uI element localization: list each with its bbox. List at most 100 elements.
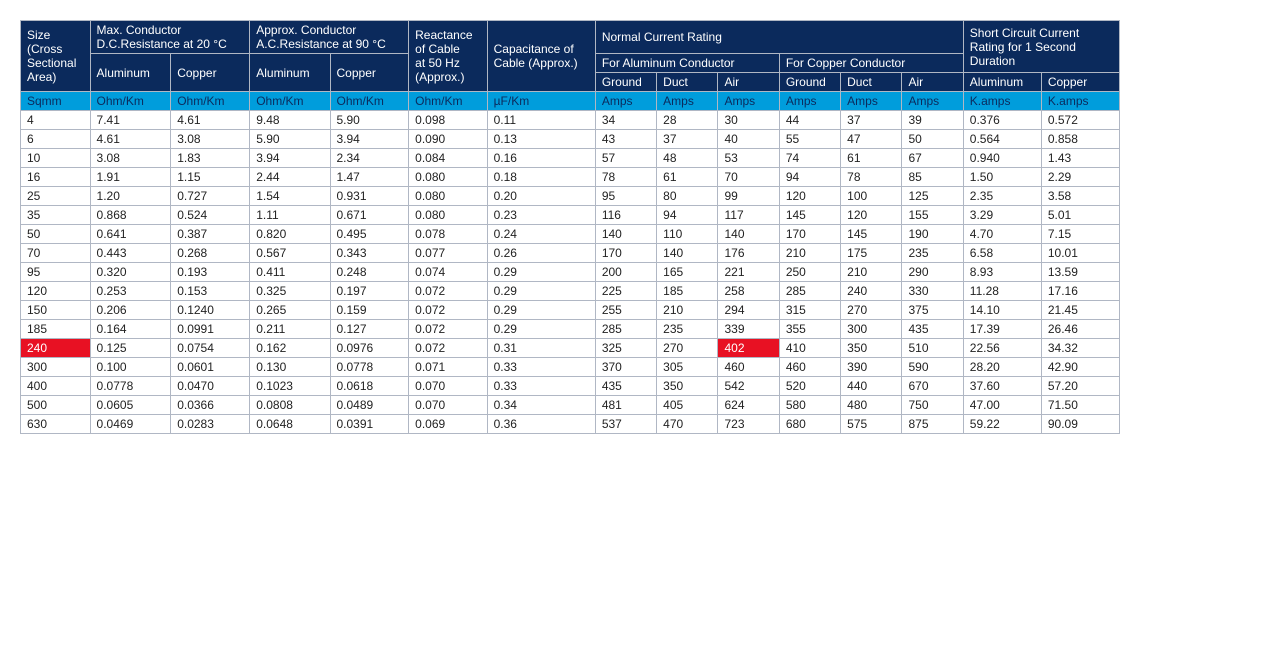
data-cell: 0.206 — [90, 301, 171, 320]
data-cell: 47 — [841, 130, 902, 149]
data-cell: 255 — [595, 301, 656, 320]
unit-cell: Amps — [657, 92, 718, 111]
data-cell: 5.01 — [1041, 206, 1119, 225]
data-cell: 0.24 — [487, 225, 595, 244]
data-cell: 0.159 — [330, 301, 409, 320]
data-cell: 0.125 — [90, 339, 171, 358]
data-cell: 0.858 — [1041, 130, 1119, 149]
data-cell: 37 — [841, 111, 902, 130]
table-row: 47.414.619.485.900.0980.113428304437390.… — [21, 111, 1120, 130]
data-cell: 190 — [902, 225, 963, 244]
data-cell: 0.0469 — [90, 415, 171, 434]
data-cell: 61 — [841, 149, 902, 168]
data-cell: 510 — [902, 339, 963, 358]
data-cell: 750 — [902, 396, 963, 415]
data-cell: 285 — [779, 282, 840, 301]
data-cell: 250 — [779, 263, 840, 282]
data-cell: 28 — [657, 111, 718, 130]
data-cell: 0.343 — [330, 244, 409, 263]
data-cell: 3.29 — [963, 206, 1041, 225]
data-cell: 0.070 — [409, 396, 487, 415]
hdr-dc-cu: Copper — [171, 54, 250, 92]
data-cell: 50 — [902, 130, 963, 149]
data-cell: 0.325 — [250, 282, 330, 301]
data-cell: 0.33 — [487, 377, 595, 396]
data-cell: 4.70 — [963, 225, 1041, 244]
data-cell: 0.18 — [487, 168, 595, 187]
data-cell: 22.56 — [963, 339, 1041, 358]
data-cell: 0.320 — [90, 263, 171, 282]
hdr-al-ground: Ground — [595, 73, 656, 92]
data-cell: 0.387 — [171, 225, 250, 244]
data-cell: 0.077 — [409, 244, 487, 263]
data-cell: 70 — [718, 168, 779, 187]
table-header: Size(CrossSectionalArea) Max. ConductorD… — [21, 21, 1120, 92]
data-cell: 0.084 — [409, 149, 487, 168]
data-cell: 305 — [657, 358, 718, 377]
data-cell: 6.58 — [963, 244, 1041, 263]
data-cell: 0.1240 — [171, 301, 250, 320]
data-cell: 170 — [595, 244, 656, 263]
data-cell: 0.16 — [487, 149, 595, 168]
table-body: SqmmOhm/KmOhm/KmOhm/KmOhm/KmOhm/KmµF/KmA… — [21, 92, 1120, 434]
table-row: 950.3200.1930.4110.2480.0740.29200165221… — [21, 263, 1120, 282]
data-cell: 481 — [595, 396, 656, 415]
data-cell: 5.90 — [330, 111, 409, 130]
data-cell: 0.868 — [90, 206, 171, 225]
hdr-ac-cu: Copper — [330, 54, 409, 92]
table-row: 350.8680.5241.110.6710.0800.231169411714… — [21, 206, 1120, 225]
data-cell: 0.820 — [250, 225, 330, 244]
data-cell: 270 — [657, 339, 718, 358]
data-cell: 4.61 — [90, 130, 171, 149]
table-row: 1850.1640.09910.2110.1270.0720.292852353… — [21, 320, 1120, 339]
data-cell: 116 — [595, 206, 656, 225]
data-cell: 140 — [657, 244, 718, 263]
data-cell: 0.29 — [487, 301, 595, 320]
data-cell: 0.070 — [409, 377, 487, 396]
hdr-dc: Max. ConductorD.C.Resistance at 20 °C — [90, 21, 250, 54]
data-cell: 16 — [21, 168, 91, 187]
data-cell: 0.31 — [487, 339, 595, 358]
data-cell: 155 — [902, 206, 963, 225]
data-cell: 0.0489 — [330, 396, 409, 415]
data-cell: 117 — [718, 206, 779, 225]
hdr-dc-al: Aluminum — [90, 54, 171, 92]
data-cell: 670 — [902, 377, 963, 396]
data-cell: 0.162 — [250, 339, 330, 358]
data-cell: 17.16 — [1041, 282, 1119, 301]
data-cell: 410 — [779, 339, 840, 358]
hdr-sc-al: Aluminum — [963, 73, 1041, 92]
hdr-for-al: For Aluminum Conductor — [595, 54, 779, 73]
data-cell: 34 — [595, 111, 656, 130]
data-cell: 235 — [902, 244, 963, 263]
data-cell: 140 — [718, 225, 779, 244]
data-cell: 165 — [657, 263, 718, 282]
data-cell: 0.727 — [171, 187, 250, 206]
data-cell: 235 — [657, 320, 718, 339]
data-cell: 0.0778 — [330, 358, 409, 377]
data-cell: 330 — [902, 282, 963, 301]
hdr-reactance: Reactanceof Cableat 50 Hz(Approx.) — [409, 21, 487, 92]
data-cell: 0.211 — [250, 320, 330, 339]
data-cell: 390 — [841, 358, 902, 377]
data-cell: 0.0601 — [171, 358, 250, 377]
unit-cell: µF/Km — [487, 92, 595, 111]
data-cell: 74 — [779, 149, 840, 168]
hdr-capacitance: Capacitance ofCable (Approx.) — [487, 21, 595, 92]
data-cell: 0.078 — [409, 225, 487, 244]
data-cell: 0.20 — [487, 187, 595, 206]
data-cell: 55 — [779, 130, 840, 149]
data-cell: 294 — [718, 301, 779, 320]
data-cell: 110 — [657, 225, 718, 244]
table-row: 500.6410.3870.8200.4950.0780.24140110140… — [21, 225, 1120, 244]
data-cell: 53 — [718, 149, 779, 168]
hdr-normal: Normal Current Rating — [595, 21, 963, 54]
data-cell: 0.36 — [487, 415, 595, 434]
data-cell: 225 — [595, 282, 656, 301]
data-cell: 78 — [841, 168, 902, 187]
data-cell: 470 — [657, 415, 718, 434]
unit-cell: Amps — [779, 92, 840, 111]
data-cell: 520 — [779, 377, 840, 396]
data-cell: 3.94 — [250, 149, 330, 168]
data-cell: 0.0808 — [250, 396, 330, 415]
